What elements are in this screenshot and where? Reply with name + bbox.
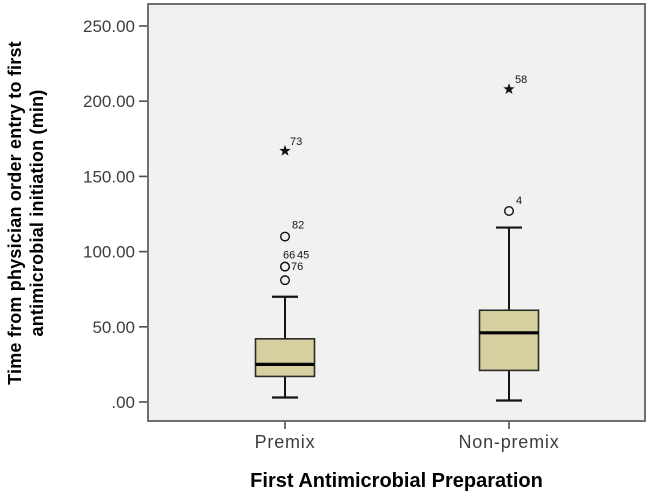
outlier-case-label-non-premix-58: 58 — [515, 74, 527, 86]
outlier-case-label-premix-73: 73 — [290, 136, 302, 148]
y-tick-label: 100.00 — [83, 243, 135, 262]
outlier-case-label-premix-45: 45 — [297, 250, 309, 262]
outlier-case-label-non-premix-4: 4 — [516, 195, 522, 207]
y-tick-label: 50.00 — [92, 318, 135, 337]
x-category-label: Non-premix — [458, 432, 559, 452]
outlier-circle-non-premix-4 — [504, 205, 515, 216]
x-category-label: Premix — [255, 432, 316, 452]
plot-area — [147, 3, 646, 422]
outlier-circle-premix-45 — [280, 261, 291, 272]
outlier-case-label-premix-82: 82 — [292, 220, 304, 232]
y-tick-label: 200.00 — [83, 92, 135, 111]
extreme-outlier-star-premix-73 — [279, 144, 291, 156]
iqr-box-non-premix — [478, 309, 540, 372]
y-tick-label: 150.00 — [83, 167, 135, 186]
x-axis-title: First Antimicrobial Preparation — [250, 470, 543, 492]
outlier-circle-premix-82 — [280, 231, 291, 242]
iqr-box-premix — [254, 338, 316, 378]
outlier-case-label-premix-76: 76 — [291, 261, 303, 273]
outlier-case-label-premix-66: 66 — [283, 250, 295, 262]
y-tick-label: 250.00 — [83, 17, 135, 36]
y-tick-label: .00 — [111, 393, 135, 412]
extreme-outlier-star-non-premix-58 — [503, 83, 515, 95]
outlier-circle-premix-76 — [280, 275, 291, 286]
